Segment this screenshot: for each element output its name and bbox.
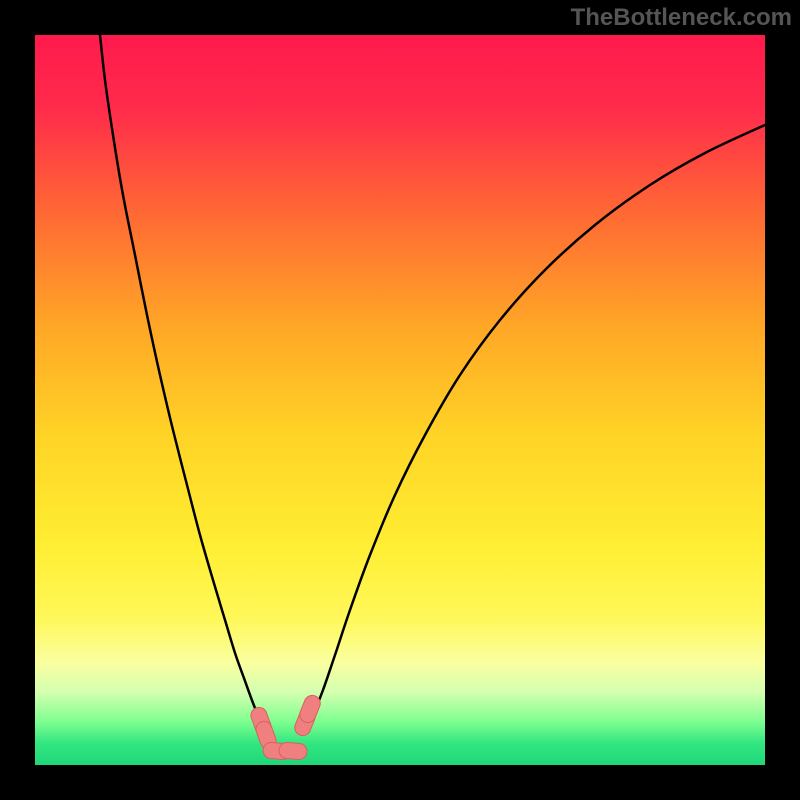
bottleneck-curve-chart: [35, 35, 765, 765]
gradient-background: [35, 35, 765, 765]
watermark-label: TheBottleneck.com: [571, 4, 792, 32]
plot-area: [35, 35, 765, 765]
data-marker: [278, 742, 307, 760]
